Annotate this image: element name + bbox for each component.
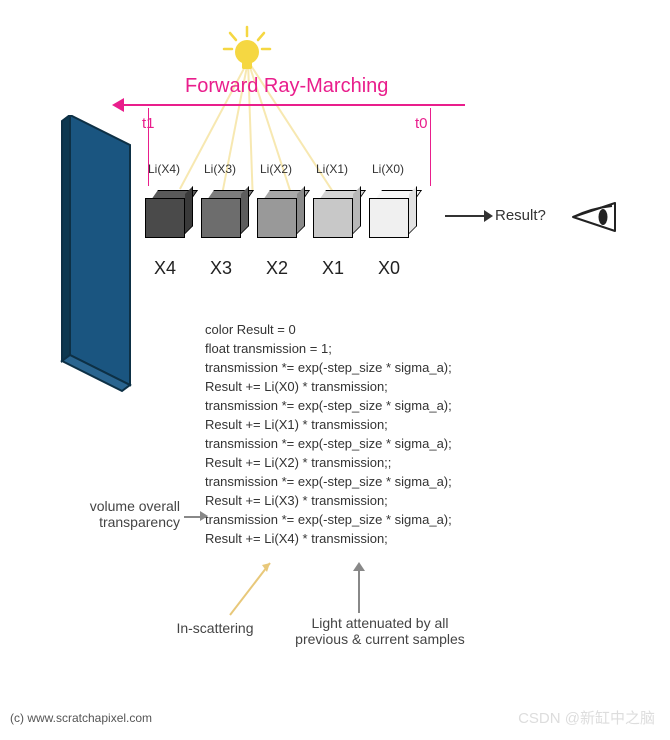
li-label: Li(X3) <box>204 162 236 176</box>
li-label: Li(X0) <box>372 162 404 176</box>
sample-cube <box>257 190 302 235</box>
code-line: Result += Li(X1) * transmission; <box>205 415 452 434</box>
x-label: X4 <box>154 258 176 279</box>
li-label: Li(X1) <box>316 162 348 176</box>
direction-arrow-line <box>120 104 465 106</box>
li-label: Li(X4) <box>148 162 180 176</box>
code-line: Result += Li(X4) * transmission; <box>205 529 452 548</box>
anno-inscattering: In-scattering <box>160 620 270 636</box>
code-line: color Result = 0 <box>205 320 452 339</box>
lightbulb-icon <box>220 25 275 80</box>
x-label: X3 <box>210 258 232 279</box>
anno-transparency: volume overalltransparency <box>60 498 180 530</box>
eye-icon <box>570 200 625 235</box>
code-line: transmission *= exp(-step_size * sigma_a… <box>205 434 452 453</box>
li-label: Li(X2) <box>260 162 292 176</box>
code-block: color Result = 0float transmission = 1;t… <box>205 320 452 548</box>
diagram-title: Forward Ray-Marching <box>185 75 388 98</box>
sample-cube <box>201 190 246 235</box>
t0-tick <box>430 108 431 186</box>
x-label: X1 <box>322 258 344 279</box>
anno-transparency-arrowhead <box>200 511 208 521</box>
direction-arrow-head <box>112 98 124 112</box>
code-line: Result += Li(X2) * transmission;; <box>205 453 452 472</box>
sample-cube <box>369 190 414 235</box>
code-line: transmission *= exp(-step_size * sigma_a… <box>205 510 452 529</box>
sample-cube <box>145 190 190 235</box>
code-line: Result += Li(X0) * transmission; <box>205 377 452 396</box>
x-label: X0 <box>378 258 400 279</box>
code-line: transmission *= exp(-step_size * sigma_a… <box>205 396 452 415</box>
sample-cube <box>313 190 358 235</box>
result-arrow <box>445 215 485 217</box>
code-line: transmission *= exp(-step_size * sigma_a… <box>205 472 452 491</box>
t0-label: t0 <box>415 115 428 132</box>
anno-attenuated: Light attenuated by allprevious & curren… <box>290 615 470 647</box>
code-line: transmission *= exp(-step_size * sigma_a… <box>205 358 452 377</box>
wall-plane <box>50 115 140 395</box>
x-label: X2 <box>266 258 288 279</box>
anno-inscattering-arrow <box>225 555 285 620</box>
anno-attenuated-arrow <box>358 568 360 613</box>
watermark-text: CSDN @新缸中之脑 <box>518 707 655 728</box>
result-label: Result? <box>495 207 546 224</box>
credit-text: (c) www.scratchapixel.com <box>10 711 152 725</box>
code-line: float transmission = 1; <box>205 339 452 358</box>
code-line: Result += Li(X3) * transmission; <box>205 491 452 510</box>
anno-attenuated-arrowhead <box>353 562 365 571</box>
